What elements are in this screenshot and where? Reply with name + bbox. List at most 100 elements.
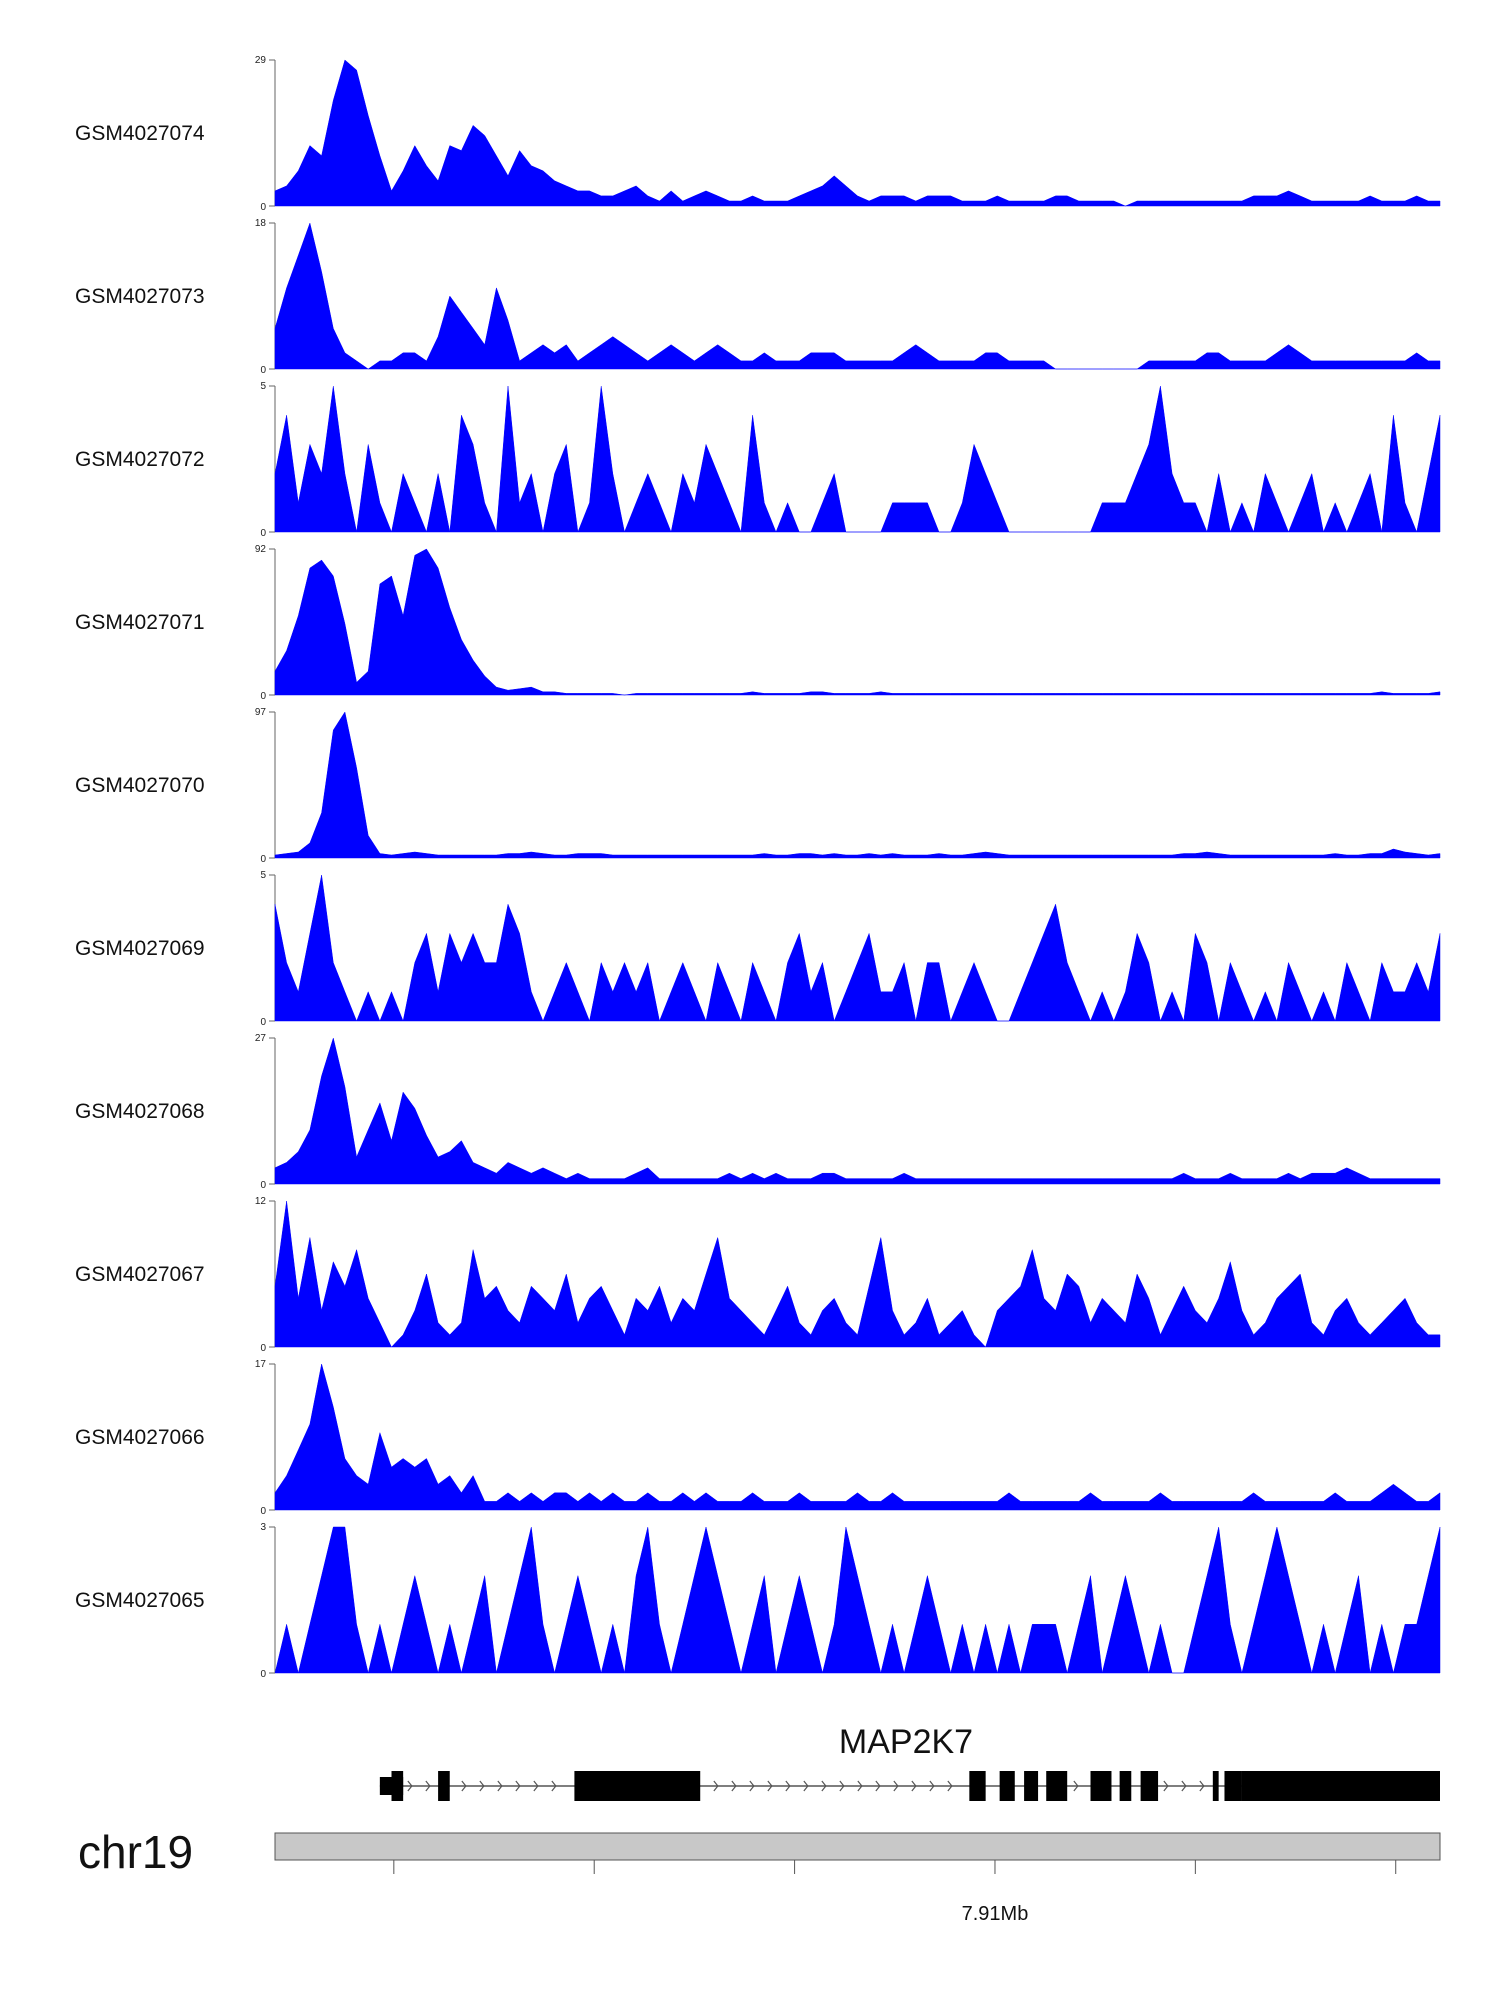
exon-block [438,1771,450,1801]
exon-block [1241,1771,1440,1801]
track-label: GSM4027068 [75,1100,205,1123]
coverage-area [274,874,1441,1022]
strand-arrow [1181,1780,1187,1792]
exon-block [969,1771,986,1801]
coverage-track: GSM4027066 17 0 [75,1359,1441,1517]
strand-arrow [533,1780,539,1792]
y-tick-label-max: 18 [255,218,267,229]
strand-arrow [551,1780,557,1792]
strand-arrow [731,1780,737,1792]
strand-arrows [407,1780,1205,1792]
genomic-coordinate-label: 7.91Mb [962,1903,1029,1925]
exon-block [1046,1771,1068,1801]
strand-arrow [929,1780,935,1792]
strand-arrow [875,1780,881,1792]
y-tick-label-max: 5 [260,870,266,881]
genome-axis-ticks [393,1860,1397,1874]
y-tick-label-min: 0 [260,1343,266,1354]
y-tick-label-min: 0 [260,202,266,213]
exon-block [1119,1771,1132,1801]
strand-arrow [1163,1780,1169,1792]
strand-arrow [407,1780,413,1792]
y-tick-label-min: 0 [260,1017,266,1028]
coverage-area [274,548,1441,696]
y-tick-label-max: 97 [255,707,267,718]
coverage-area [274,1363,1441,1511]
y-tick-label-min: 0 [260,1180,266,1191]
strand-arrow [713,1780,719,1792]
y-tick-label-min: 0 [260,528,266,539]
strand-arrow [785,1780,791,1792]
strand-arrow [425,1780,431,1792]
track-label: GSM4027074 [75,122,205,145]
coverage-track: GSM4027067 12 0 [75,1196,1441,1354]
track-label: GSM4027072 [75,448,205,471]
strand-arrow [749,1780,755,1792]
y-tick-label-min: 0 [260,365,266,376]
exon-block [999,1771,1015,1801]
exon-block [1212,1771,1219,1801]
exon-block [1090,1771,1112,1801]
coverage-tracks: GSM4027074290GSM4027073180GSM402707250GS… [75,55,1441,1680]
strand-arrow [803,1780,809,1792]
y-tick-label-max: 29 [255,55,267,66]
strand-arrow [1199,1780,1205,1792]
y-tick-label-min: 0 [260,1506,266,1517]
strand-arrow [515,1780,521,1792]
exon-block [1024,1771,1039,1801]
strand-arrow [821,1780,827,1792]
exon-block [574,1771,701,1801]
strand-arrow [461,1780,467,1792]
coverage-track: GSM4027068 27 0 [75,1033,1441,1191]
exon-blocks [379,1771,1440,1801]
track-label: GSM4027070 [75,774,205,797]
gene-model-track: MAP2K7 [379,1723,1440,1801]
y-tick-label-max: 5 [260,381,266,392]
coverage-track: GSM4027071 92 0 [75,544,1441,702]
chromosome-ideogram [274,1832,1441,1861]
genome-axis-track: chr19 7.91Mb [78,1826,1441,1925]
y-tick-label-max: 17 [255,1359,267,1370]
y-tick-label-min: 0 [260,1669,266,1680]
coverage-area [274,1526,1441,1674]
coverage-track: GSM4027074 29 0 [75,55,1441,213]
coverage-track: GSM4027069 5 0 [75,870,1441,1028]
coverage-track: GSM4027072 5 0 [75,381,1441,539]
strand-arrow [479,1780,485,1792]
exon-block [391,1771,404,1801]
coverage-area [274,1200,1441,1348]
coverage-area [274,385,1441,533]
exon-block [1140,1771,1159,1801]
track-label: GSM4027069 [75,937,205,960]
track-label: GSM4027073 [75,285,205,308]
coverage-area [274,711,1441,859]
y-tick-label-min: 0 [260,691,266,702]
strand-arrow [497,1780,503,1792]
y-tick-label-max: 12 [255,1196,267,1207]
track-label: GSM4027071 [75,611,205,634]
track-label: GSM4027065 [75,1589,205,1612]
strand-arrow [857,1780,863,1792]
track-label: GSM4027066 [75,1426,205,1449]
coverage-area [274,222,1441,370]
strand-arrow [893,1780,899,1792]
strand-arrow [947,1780,953,1792]
coverage-area [274,59,1441,207]
y-tick-label-max: 3 [260,1522,266,1533]
exon-block [1224,1771,1242,1801]
coverage-track: GSM4027073 18 0 [75,218,1441,376]
strand-arrow [1073,1780,1079,1792]
chromosome-label: chr19 [78,1826,193,1878]
gene-label: MAP2K7 [839,1723,973,1761]
coverage-track: GSM4027065 3 0 [75,1522,1441,1680]
coverage-track: GSM4027070 97 0 [75,707,1441,865]
strand-arrow [911,1780,917,1792]
strand-arrow [767,1780,773,1792]
y-tick-label-min: 0 [260,854,266,865]
track-label: GSM4027067 [75,1263,205,1286]
y-tick-label-max: 92 [255,544,267,555]
y-tick-label-max: 27 [255,1033,267,1044]
coverage-area [274,1037,1441,1185]
strand-arrow [839,1780,845,1792]
